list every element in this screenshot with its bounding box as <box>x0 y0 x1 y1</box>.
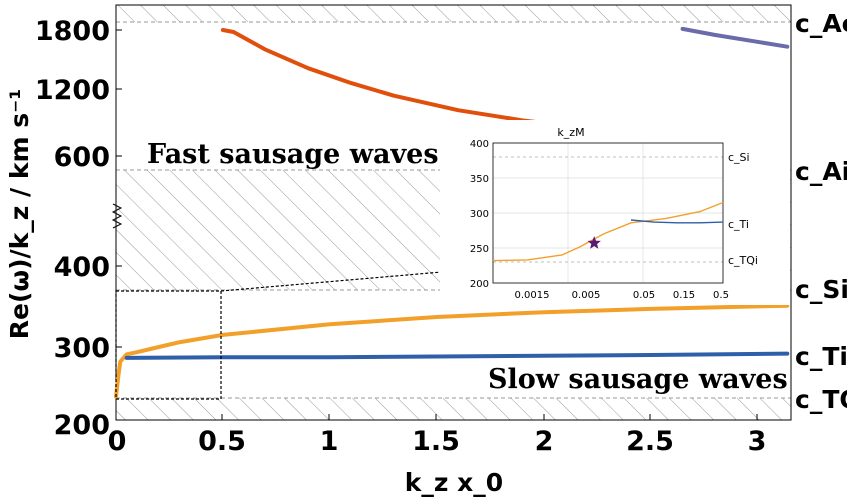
y-ticks: 1800 1200 600 400 300 200 <box>35 16 110 441</box>
label-csi: c_Si <box>795 275 847 304</box>
y-tick-200: 200 <box>54 410 110 441</box>
y-tick-1200: 1200 <box>35 75 110 106</box>
series-line-3 <box>124 351 790 360</box>
hatch-band-bottom <box>116 398 791 420</box>
inset-label-cti: c_Ti <box>728 218 749 231</box>
x-tick-marks <box>221 414 758 420</box>
inset-y-tick-300: 300 <box>470 209 489 220</box>
inset-x-tick-0.0015: 0.0015 <box>515 290 550 301</box>
y-tick-600: 600 <box>54 142 110 173</box>
inset-grid <box>493 143 723 283</box>
y-axis-label: Re(ω)/k_z / km s⁻¹ <box>5 89 34 340</box>
x-tick-1: 1 <box>320 426 339 457</box>
fast-label-bg <box>144 138 424 168</box>
y-tick-1800: 1800 <box>35 16 110 47</box>
label-ctqi: c_TQi <box>795 385 847 414</box>
x-tick-2.5: 2.5 <box>626 426 674 457</box>
x-tick-2: 2 <box>535 426 554 457</box>
inset-ref-lines <box>493 156 723 263</box>
inset-y-tick-200: 200 <box>470 279 489 290</box>
x-tick-0.5: 0.5 <box>198 426 246 457</box>
x-tick-1.5: 1.5 <box>412 426 460 457</box>
inset-x-tick-0.5: 0.5 <box>713 290 729 301</box>
fast-waves-label: Fast sausage waves <box>147 139 439 170</box>
inset-series-line-1 <box>630 219 724 224</box>
inset-y-tick-400: 400 <box>470 139 489 150</box>
y-tick-300: 300 <box>54 333 110 364</box>
inset-background <box>440 120 790 305</box>
plot-frame <box>115 4 792 421</box>
x-axis-label: k_z x_0 <box>405 468 503 497</box>
inset-chart: k_zM 400 350 300 250 200 0.0015 0.005 0.… <box>440 120 790 305</box>
inset-title: k_zM <box>557 126 584 139</box>
inset-x-tick-0.005: 0.005 <box>572 290 601 301</box>
label-cai: c_Ai <box>795 157 847 186</box>
label-cti: c_Ti <box>795 342 847 371</box>
label-cae: c_Ae <box>795 9 847 38</box>
hatch-band-top <box>116 5 791 22</box>
inset-series-line-0 <box>492 201 724 262</box>
inset-y-tick-350: 350 <box>470 174 489 185</box>
inset-label-ctqi: c_TQi <box>728 254 758 267</box>
slow-label-bg <box>485 362 775 394</box>
inset-y-tick-250: 250 <box>470 244 489 255</box>
inset-frame <box>492 142 724 284</box>
y-tick-marks <box>116 29 122 348</box>
series-line-2 <box>114 303 790 399</box>
inset-x-tick-0.15: 0.15 <box>673 290 695 301</box>
inset-star-marker <box>587 236 601 249</box>
inset-x-tick-0.05: 0.05 <box>633 290 655 301</box>
series-line-1 <box>680 26 790 49</box>
zoom-box <box>115 290 222 400</box>
y-tick-400: 400 <box>54 252 110 283</box>
x-ticks: 0 0.5 1 1.5 2 2.5 3 <box>108 426 767 457</box>
inset-label-csi: c_Si <box>728 151 750 164</box>
x-tick-3: 3 <box>748 426 767 457</box>
slow-waves-label: Slow sausage waves <box>488 364 788 395</box>
x-tick-0: 0 <box>108 426 127 457</box>
axis-break-mark <box>111 203 123 229</box>
